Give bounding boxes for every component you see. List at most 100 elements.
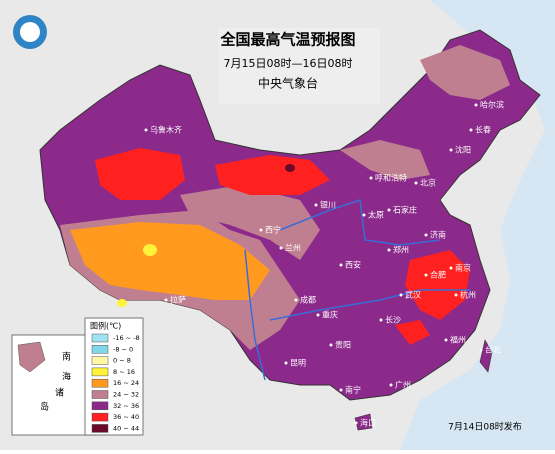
agency: 中央气象台 [258, 76, 318, 91]
city-dot [469, 128, 473, 132]
city-dot [449, 148, 453, 152]
city-dot [329, 343, 333, 347]
city: 重庆 [322, 310, 338, 320]
city: 沈阳 [455, 145, 471, 155]
city-dot [144, 128, 148, 132]
zone-36-40 [395, 320, 430, 345]
legend-swatch [91, 356, 109, 365]
city: 银川 [320, 200, 336, 210]
city-dot [279, 246, 283, 250]
city-dot [454, 293, 458, 297]
city: 广州 [395, 380, 411, 390]
issued: 7月14日08时发布 [448, 421, 522, 433]
legend-swatch [91, 378, 109, 388]
hainan [354, 413, 373, 431]
sea [400, 0, 555, 450]
legend-label: -8 ~ 0 [113, 345, 133, 353]
city: 哈尔滨 [480, 100, 504, 110]
city-dot [474, 103, 478, 107]
legend-swatch [91, 367, 109, 377]
city-dot [284, 361, 288, 365]
inset-land [17, 341, 46, 373]
city: 石家庄 [393, 205, 417, 215]
city: 呼和浩特 [375, 173, 407, 183]
city-dot [314, 203, 318, 207]
legend-label: -16 ~ -8 [113, 334, 140, 342]
zone-24-32 [340, 140, 430, 180]
legend-swatch [91, 390, 109, 399]
city: 台北 [485, 345, 501, 355]
zone-8-16 [143, 244, 157, 256]
legend-swatch [91, 333, 109, 343]
zone-8-16 [117, 299, 127, 307]
taiwan [479, 339, 493, 373]
river [244, 249, 266, 381]
city-dot [389, 383, 393, 387]
city-dot [369, 176, 373, 180]
legend-swatch [91, 345, 109, 354]
city-dot [259, 228, 263, 232]
zone-36-40 [95, 148, 185, 200]
city-dot [414, 181, 418, 185]
zone-36-40 [215, 155, 330, 195]
city-dot [444, 338, 448, 342]
title-backdrop [218, 28, 380, 104]
inset-label: 诸 [55, 388, 64, 399]
legend-title: 图例(℃) [90, 321, 121, 331]
legend-label: 32 ~ 36 [113, 402, 139, 410]
zone-24-32 [420, 45, 510, 100]
legend-label: 16 ~ 24 [113, 379, 139, 387]
title: 全国最高气温预报图 [219, 31, 355, 49]
river [269, 289, 470, 321]
city: 合肥 [430, 270, 446, 280]
city: 杭州 [460, 290, 476, 300]
city-dot [362, 213, 366, 217]
city: 西宁 [265, 225, 281, 235]
city: 昆明 [290, 359, 306, 368]
logo-inner [20, 22, 40, 42]
city-dot [294, 298, 298, 302]
zone-24-32 [180, 185, 320, 260]
city: 拉萨 [170, 295, 186, 305]
city-dot [339, 263, 343, 267]
city: 兰州 [285, 243, 301, 253]
city-dot [387, 248, 391, 252]
city-dot [379, 318, 383, 322]
city-dot [449, 266, 453, 270]
legend-label: 36 ~ 40 [113, 413, 139, 421]
legend-label: 24 ~ 32 [113, 391, 139, 399]
legend-label: 8 ~ 16 [113, 368, 135, 376]
city-dot [354, 421, 358, 425]
legend-label: 40 ~ 44 [113, 424, 139, 432]
city-dot [339, 388, 343, 392]
city-dot [479, 348, 483, 352]
inset-label: 海 [62, 371, 71, 383]
inset-label: 南 [62, 351, 71, 363]
legend-swatch [91, 424, 109, 433]
city-dot [424, 273, 428, 277]
city: 南京 [455, 263, 471, 273]
legend-swatch [91, 401, 109, 411]
city: 海口 [360, 418, 376, 428]
city: 成都 [300, 295, 316, 305]
inset-label: 岛 [40, 401, 49, 413]
city-dot [316, 313, 320, 317]
zone-40-44 [285, 164, 295, 172]
city: 乌鲁木齐 [150, 125, 182, 135]
city: 太原 [368, 210, 384, 220]
city: 西安 [345, 260, 361, 270]
city: 郑州 [393, 245, 409, 255]
legend-swatch [91, 412, 109, 422]
city: 武汉 [405, 290, 421, 300]
zone-16-24 [70, 222, 270, 300]
city: 福州 [450, 336, 466, 345]
river [279, 198, 441, 246]
city: 济南 [430, 230, 446, 240]
city: 长春 [475, 125, 491, 135]
city-dot [399, 293, 403, 297]
city: 长沙 [385, 315, 401, 325]
city: 南宁 [345, 385, 361, 395]
city-dot [387, 208, 391, 212]
city: 贵阳 [335, 340, 351, 350]
